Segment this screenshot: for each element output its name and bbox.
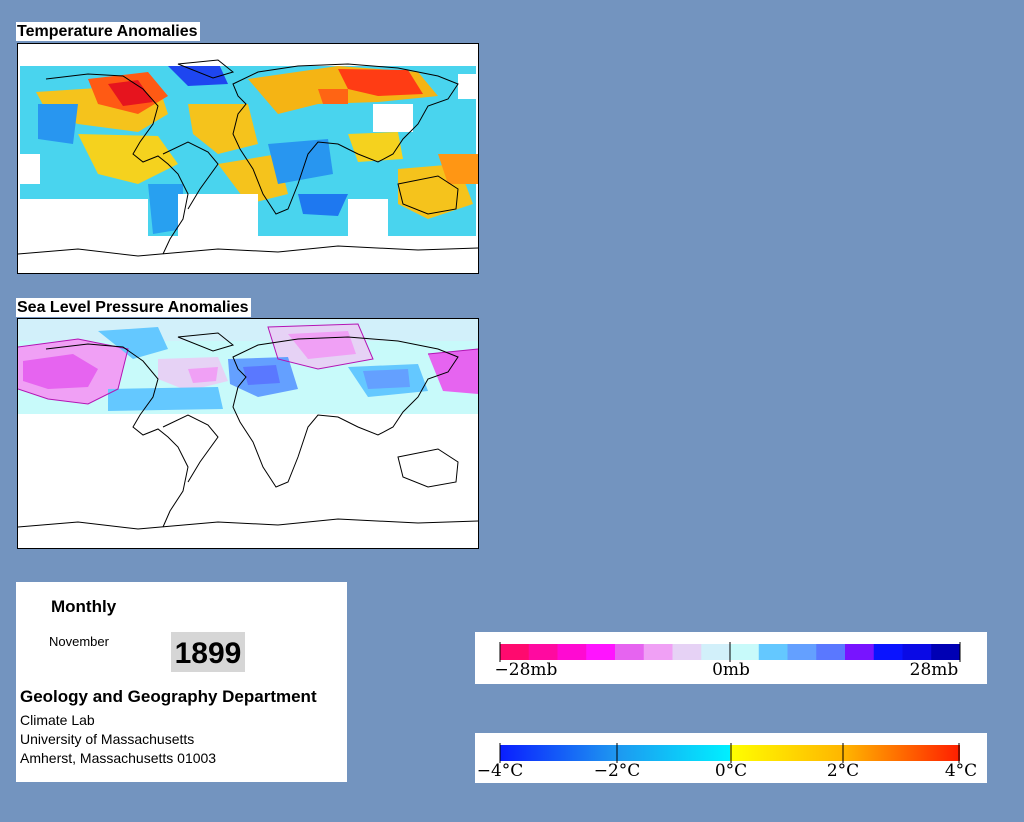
temperature-map-title: Temperature Anomalies <box>16 22 200 41</box>
info-panel: Monthly November 1899 Geology and Geogra… <box>16 582 347 782</box>
pressure-legend-swatch <box>615 644 645 660</box>
temperature-legend-ticks <box>499 743 960 763</box>
temperature-legend-bar <box>499 743 960 763</box>
pressure-legend-swatch <box>586 644 616 660</box>
pressure-legend-label-max: 28mb <box>909 660 959 680</box>
pressure-contour-lines <box>18 323 478 405</box>
pressure-legend-swatch <box>931 644 961 660</box>
pressure-color-legend: −28mb 0mb 28mb <box>475 632 987 684</box>
pressure-legend-swatch <box>902 644 932 660</box>
pressure-legend-swatch <box>643 644 673 660</box>
pressure-legend-swatch <box>528 644 558 660</box>
pressure-legend-label-zero: 0mb <box>712 660 750 680</box>
temperature-map-graphic <box>18 44 478 273</box>
lab-name: Climate Lab <box>20 712 95 728</box>
department-name: Geology and Geography Department <box>20 687 317 706</box>
pressure-legend-swatch <box>758 644 788 660</box>
temperature-legend-label-minus2: −2°C <box>593 761 641 781</box>
address: Amherst, Massachusetts 01003 <box>20 750 217 766</box>
period-label: Monthly <box>51 597 117 616</box>
pressure-map-graphic <box>18 319 478 548</box>
pressure-legend-swatch <box>845 644 875 660</box>
pressure-anomaly-map <box>17 318 479 549</box>
temperature-anomaly-cells <box>18 44 478 273</box>
pressure-legend-swatch <box>557 644 587 660</box>
pressure-map-title: Sea Level Pressure Anomalies <box>16 298 251 317</box>
pressure-legend-swatch <box>701 644 731 660</box>
temperature-anomaly-map <box>17 43 479 274</box>
university-name: University of Massachusetts <box>20 731 195 747</box>
pressure-legend-swatch <box>873 644 903 660</box>
pressure-legend-swatch <box>500 644 530 660</box>
pressure-legend-swatch <box>787 644 817 660</box>
pressure-legend-swatch <box>672 644 702 660</box>
pressure-legend-bar <box>499 642 961 662</box>
temperature-color-legend: −4°C −2°C 0°C 2°C 4°C <box>475 733 987 783</box>
pressure-legend-swatch <box>816 644 846 660</box>
month-label: November <box>49 634 109 649</box>
pressure-legend-swatch <box>730 644 760 660</box>
temperature-legend-label-zero: 0°C <box>714 761 748 781</box>
temperature-legend-label-minus4: −4°C <box>476 761 524 781</box>
temperature-legend-label-plus2: 2°C <box>826 761 860 781</box>
temperature-legend-label-plus4: 4°C <box>944 761 978 781</box>
pressure-map-coastlines <box>18 332 478 530</box>
temperature-map-coastlines <box>18 59 478 257</box>
pressure-legend-label-min: −28mb <box>494 660 558 680</box>
year-display: 1899 <box>171 632 245 672</box>
